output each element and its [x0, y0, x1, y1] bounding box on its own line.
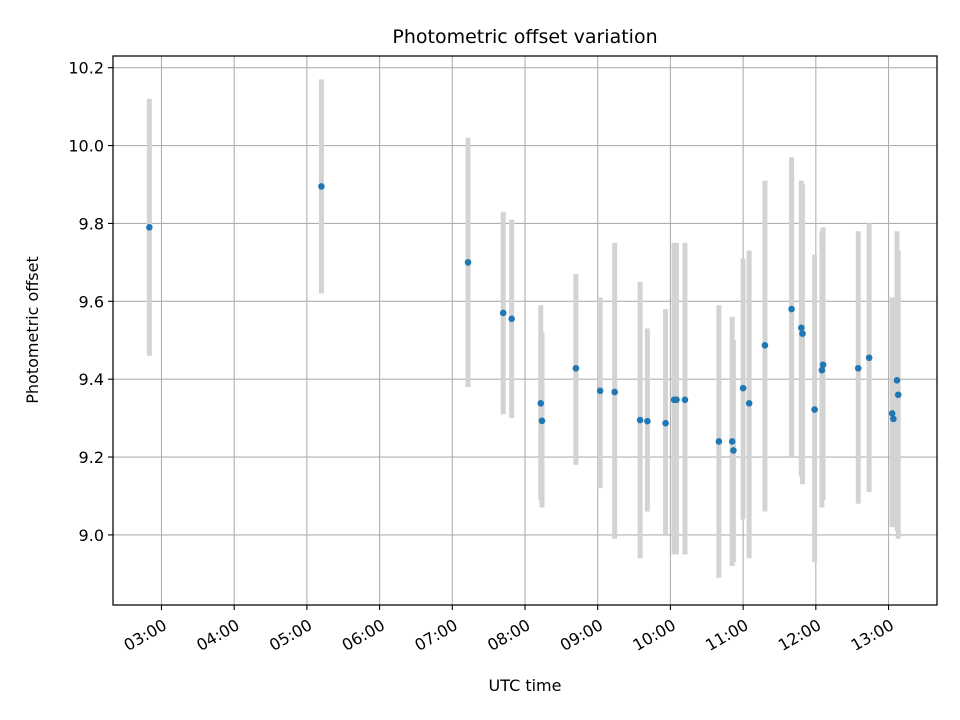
data-point: [818, 366, 826, 374]
data-point: [865, 354, 873, 362]
data-point: [728, 438, 736, 445]
y-axis-title: Photometric offset: [23, 256, 42, 404]
data-point: [508, 315, 515, 323]
data-point: [662, 419, 669, 427]
data-point: [788, 305, 795, 313]
data-point: [681, 396, 689, 404]
data-point: [572, 364, 580, 372]
data-point: [761, 341, 769, 349]
y-tick-label: 10.0: [68, 137, 104, 156]
data-point: [819, 361, 827, 369]
data-point: [538, 417, 546, 425]
data-point: [888, 410, 896, 417]
data-point: [797, 324, 805, 332]
data-point: [596, 387, 604, 395]
y-axis: 9.0 9.2 9.4 9.6 9.8 10.0 10.2: [68, 59, 113, 545]
y-tick-label: 9.4: [79, 370, 104, 389]
y-tick-label: 10.2: [68, 59, 104, 78]
data-point: [811, 406, 818, 413]
data-point: [611, 388, 618, 396]
data-point: [890, 415, 897, 423]
chart-title: Photometric offset variation: [392, 26, 657, 48]
data-point: [537, 400, 545, 407]
data-point: [799, 330, 806, 337]
x-axis-title: UTC time: [489, 676, 562, 695]
data-point: [854, 364, 862, 372]
data-point: [739, 384, 747, 392]
data-point: [715, 438, 723, 445]
y-tick-label: 9.0: [79, 526, 104, 545]
data-point: [146, 224, 153, 231]
y-tick-label: 9.6: [79, 292, 104, 311]
data-point: [745, 400, 753, 407]
data-point: [644, 417, 651, 425]
y-tick-label: 9.8: [79, 214, 104, 233]
data-point: [730, 447, 737, 454]
data-point: [893, 377, 901, 384]
data-point: [318, 183, 325, 190]
data-points: [146, 183, 902, 454]
data-point: [499, 309, 507, 317]
data-point: [464, 259, 472, 266]
y-tick-label: 9.2: [79, 448, 104, 467]
data-point: [894, 391, 902, 399]
data-point: [636, 416, 644, 424]
data-point: [673, 396, 680, 404]
